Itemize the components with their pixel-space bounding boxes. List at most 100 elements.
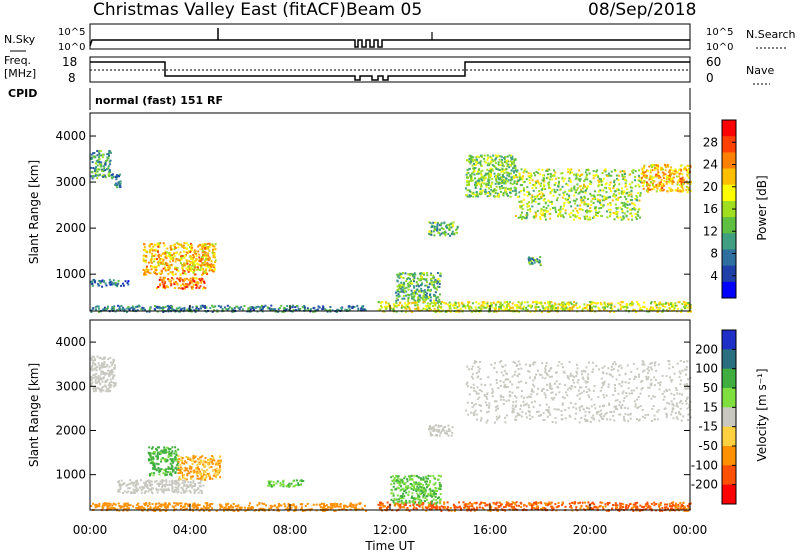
power-cell <box>580 196 583 199</box>
power-cell <box>631 218 634 221</box>
power-cell <box>573 187 576 190</box>
power-cell <box>105 308 108 310</box>
power-cell <box>126 311 128 313</box>
velocity-cell <box>165 489 168 492</box>
velocity-cell <box>191 486 194 489</box>
power-cell <box>415 284 418 287</box>
power-cell <box>103 280 105 282</box>
power-cell <box>536 179 539 182</box>
power-cell <box>487 174 490 177</box>
velocity-cell <box>208 472 211 475</box>
power-cell <box>574 207 577 210</box>
velocity-cell <box>198 482 201 485</box>
power-cell <box>550 301 553 304</box>
power-cell <box>508 187 511 190</box>
velocity-cell <box>670 502 673 505</box>
velocity-cell <box>306 502 309 505</box>
power-cell <box>174 252 177 255</box>
power-cell <box>525 170 528 173</box>
velocity-cell <box>120 484 123 487</box>
power-cell <box>408 294 411 296</box>
power-cell <box>557 183 560 186</box>
power-cell <box>203 281 206 284</box>
power-cell <box>127 305 130 308</box>
power-cell <box>160 270 163 273</box>
power-cell <box>94 156 97 159</box>
velocity-cell <box>438 506 441 509</box>
power-cell <box>667 165 670 168</box>
velocity-cell <box>108 365 111 368</box>
power-cell <box>395 291 397 294</box>
power-cell <box>646 182 649 185</box>
power-cell <box>422 307 425 310</box>
power-cell <box>108 169 111 172</box>
velocity-cell <box>304 505 307 507</box>
velocity-cell <box>185 461 188 464</box>
power-cell <box>674 304 677 307</box>
velocity-cell <box>91 377 94 380</box>
power-cell <box>326 310 329 313</box>
velocity-cell <box>202 473 205 476</box>
power-cell <box>547 311 550 313</box>
power-cell <box>524 168 527 171</box>
power-cell <box>397 290 399 293</box>
power-cell <box>637 183 640 186</box>
power-cell <box>562 191 565 194</box>
power-cell <box>561 207 564 210</box>
power-cell <box>586 187 588 190</box>
power-cell <box>669 180 672 182</box>
power-cell <box>620 300 623 303</box>
velocity-cell <box>195 504 197 507</box>
velocity-cell <box>179 507 182 510</box>
power-cell <box>490 167 493 170</box>
power-cell <box>570 189 573 192</box>
velocity-cell <box>152 452 155 455</box>
velocity-cell <box>126 509 129 512</box>
power-cell <box>208 249 211 252</box>
velocity-cell <box>188 485 191 488</box>
power-cell <box>593 216 596 219</box>
velocity-cell <box>186 472 189 475</box>
power-cell <box>609 215 611 218</box>
power-cell <box>153 266 156 269</box>
velocity-cell <box>125 484 128 487</box>
power-cell <box>529 257 532 260</box>
velocity-cell <box>363 504 366 507</box>
velocity-cell <box>248 504 251 507</box>
power-cell <box>102 308 105 311</box>
power-cell <box>438 305 441 308</box>
power-cell <box>436 225 439 228</box>
power-cell <box>213 269 216 272</box>
power-cell <box>530 197 533 200</box>
power-cell <box>433 234 436 237</box>
velocity-cell <box>196 477 199 480</box>
power-cell <box>228 306 231 309</box>
power-cell <box>176 258 179 261</box>
velocity-cell <box>260 507 262 510</box>
velocity-cell <box>303 509 306 512</box>
velocity-cell <box>178 476 181 479</box>
velocity-cell <box>577 502 580 505</box>
power-cell <box>240 306 243 309</box>
power-cell <box>420 272 423 275</box>
power-cell <box>530 172 532 175</box>
velocity-cell <box>98 505 101 508</box>
velocity-cell <box>323 509 326 512</box>
power-cell <box>670 166 673 169</box>
power-cell <box>585 168 588 171</box>
power-cell <box>606 174 609 177</box>
power-cell <box>203 254 205 257</box>
power-cell <box>656 311 659 313</box>
power-cell <box>662 308 665 311</box>
power-cell <box>501 176 504 179</box>
power-cell <box>503 158 506 161</box>
power-cell <box>468 160 470 163</box>
power-cell <box>511 302 514 305</box>
velocity-cell <box>215 476 218 479</box>
power-cell <box>674 168 677 171</box>
velocity-cell <box>192 454 195 457</box>
power-cell <box>400 306 403 309</box>
velocity-cell <box>171 450 174 453</box>
